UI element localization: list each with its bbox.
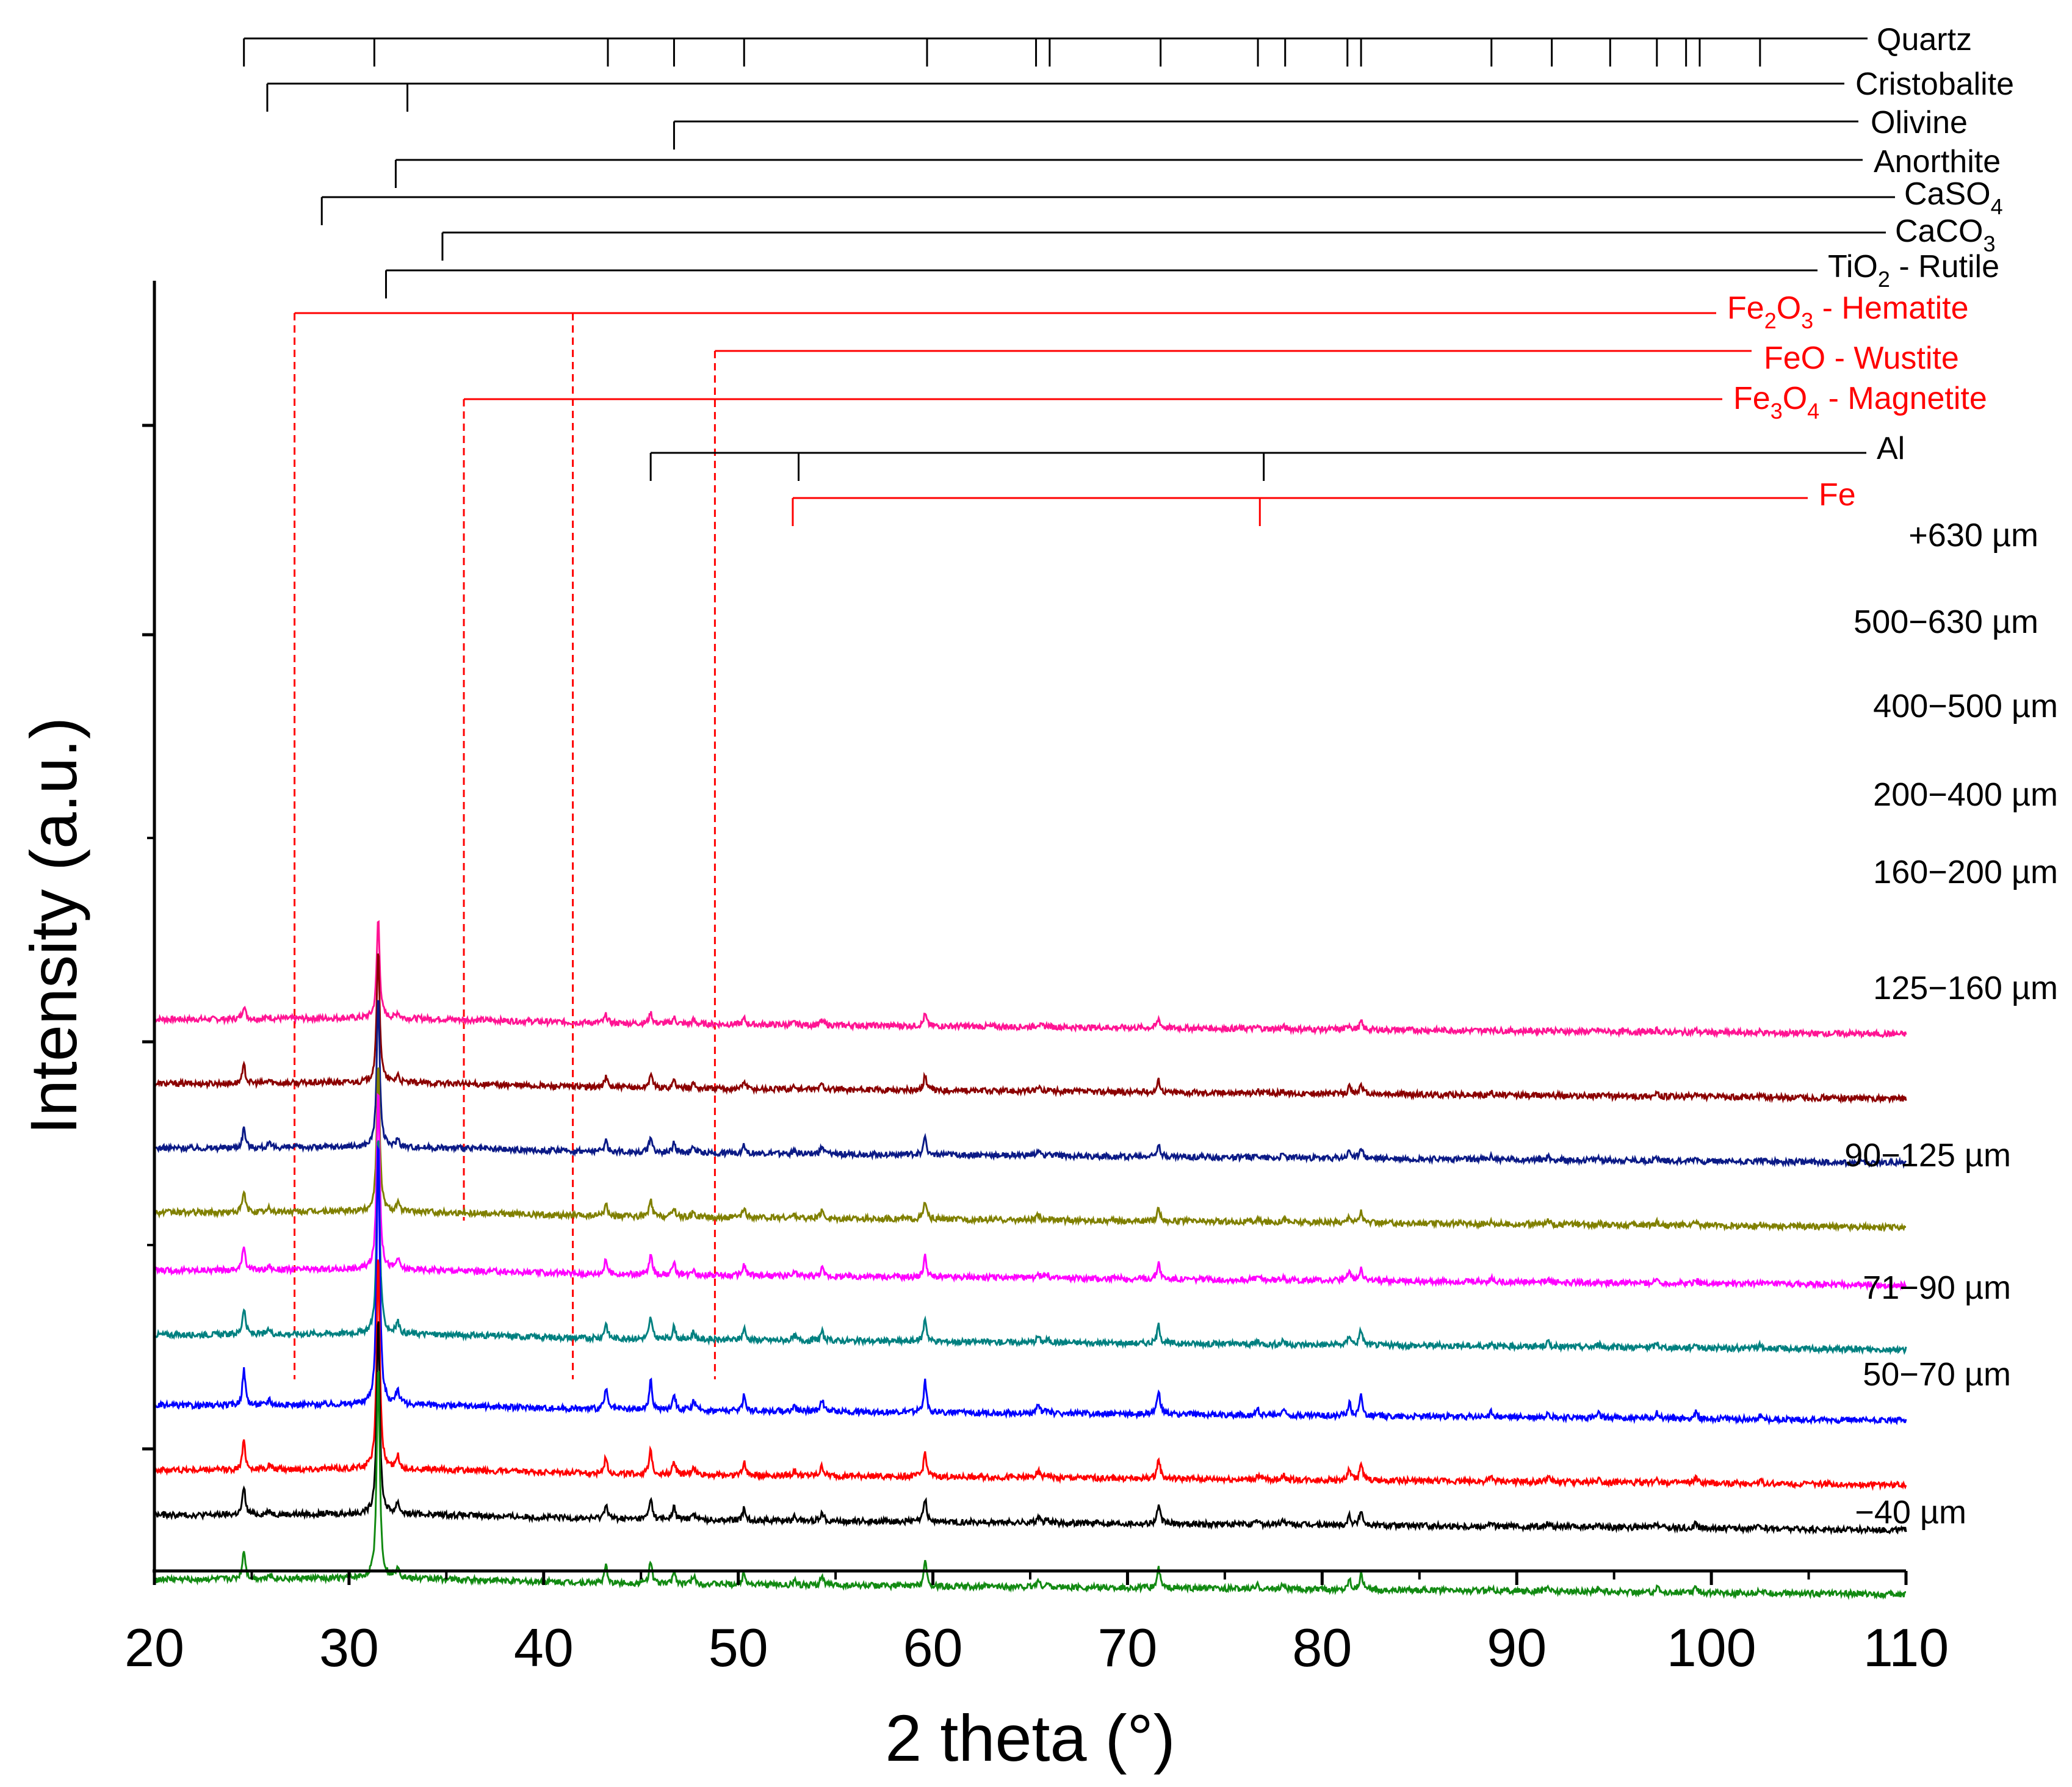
magnetite-pre: Fe	[1733, 381, 1771, 416]
trace-label: 71−90 µm	[1863, 1269, 2011, 1306]
trace-line	[153, 953, 1907, 1105]
x-tick-label: 20	[125, 1617, 184, 1678]
phase-label-tio2-rutile: TiO2 - Rutile	[1828, 249, 1999, 292]
x-tick-label: 50	[709, 1617, 768, 1678]
x-tick-label: 60	[903, 1617, 963, 1678]
hematite-mid: O	[1777, 291, 1801, 326]
trace-label: 400−500 µm	[1873, 688, 2058, 724]
phase-label-al: Al	[1877, 431, 1905, 466]
trace-line	[153, 1321, 1907, 1536]
phase-label-wustite: FeO - Wustite	[1764, 341, 1959, 376]
trace-labels: +630 µm 500−630 µm 400−500 µm 200−400 µm 160…	[1844, 517, 2058, 1531]
magnetite-post: - Magnetite	[1819, 381, 1987, 416]
caco3-main: CaCO	[1895, 214, 1983, 249]
trace-label: +630 µm	[1908, 517, 2038, 554]
y-axis-title: Intensity (a.u.)	[16, 717, 90, 1135]
caco3-sub: 3	[1983, 231, 1995, 256]
x-tick-label: 100	[1667, 1617, 1756, 1678]
phase-label-magnetite: Fe3O4 - Magnetite	[1733, 381, 1987, 424]
x-tick-label: 90	[1487, 1617, 1547, 1678]
caso4-main: CaSO	[1904, 176, 1991, 212]
trace-line	[153, 1144, 1907, 1426]
magnetite-mid: O	[1783, 381, 1807, 416]
magnetite-sub2: 4	[1807, 399, 1819, 424]
phase-label-caco3: CaCO3	[1895, 214, 1996, 256]
x-tick-label: 40	[514, 1617, 574, 1678]
trace-line	[153, 1140, 1907, 1356]
trace-label: 200−400 µm	[1873, 776, 2058, 813]
diffraction-traces	[153, 920, 1907, 1600]
phase-label-fe: Fe	[1819, 477, 1856, 513]
hematite-pre: Fe	[1727, 291, 1764, 326]
phase-label-olivine: Olivine	[1871, 105, 1968, 140]
trace-label: 160−200 µm	[1873, 854, 2058, 890]
x-tick-label: 110	[1863, 1617, 1949, 1678]
x-tick-label: 80	[1292, 1617, 1352, 1678]
phase-label-anorthite: Anorthite	[1874, 144, 2001, 179]
phase-labels: Quartz Cristobalite Olivine Anorthite Ca…	[1727, 22, 2014, 513]
tio2-post: - Rutile	[1890, 249, 1999, 284]
magnetite-sub1: 3	[1771, 399, 1783, 424]
caso4-sub: 4	[1991, 194, 2003, 219]
trace-label: −40 µm	[1855, 1494, 1966, 1531]
trace-line	[154, 1259, 1907, 1491]
phase-label-cristobalite: Cristobalite	[1855, 67, 2014, 102]
hematite-post: - Hematite	[1813, 291, 1968, 326]
trace-line	[154, 1067, 1907, 1233]
trace-label: 125−160 µm	[1873, 970, 2058, 1006]
x-tick-label: 30	[319, 1617, 379, 1678]
x-ticks: 20 30 40 50 60 70 80 90 100 110	[125, 1571, 1949, 1678]
trace-line	[153, 1000, 1907, 1169]
tio2-pre: TiO	[1828, 249, 1878, 284]
x-axis-title: 2 theta (°)	[885, 1701, 1175, 1775]
hematite-sub1: 2	[1764, 308, 1777, 333]
x-tick-label: 70	[1097, 1617, 1157, 1678]
trace-line	[154, 920, 1907, 1039]
trace-label: 90−125 µm	[1844, 1137, 2011, 1174]
trace-line	[153, 1092, 1907, 1291]
trace-label: 50−70 µm	[1863, 1356, 2011, 1393]
trace-line	[153, 1370, 1907, 1600]
trace-label: 500−630 µm	[1854, 604, 2038, 640]
phase-label-hematite: Fe2O3 - Hematite	[1727, 291, 1969, 333]
reference-phase-bars	[243, 37, 1895, 1379]
phase-label-caso4: CaSO4	[1904, 176, 2003, 219]
axes: 20 30 40 50 60 70 80 90 100 110 2 theta (°) Inten…	[16, 281, 1949, 1775]
phase-label-quartz: Quartz	[1877, 22, 1972, 57]
hematite-sub2: 3	[1801, 308, 1813, 333]
tio2-sub: 2	[1878, 267, 1890, 292]
